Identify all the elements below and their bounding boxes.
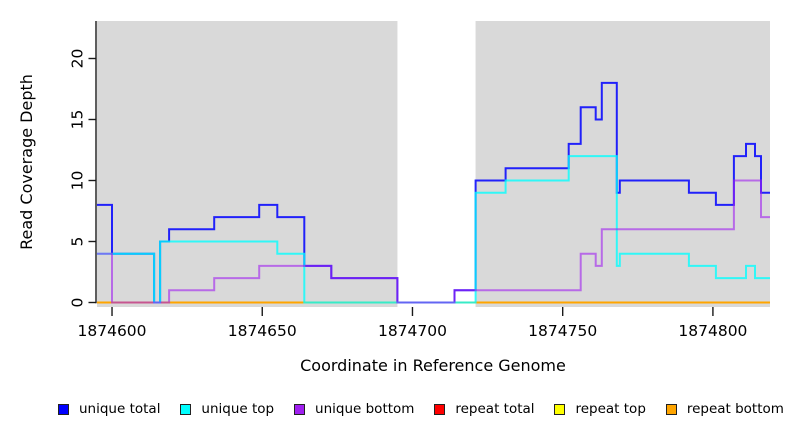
legend-label: unique total [79, 401, 161, 417]
legend-item-repeat-top: repeat top [554, 401, 646, 417]
repeat-total-swatch-icon [434, 403, 446, 415]
series-line-unique-total [97, 81, 770, 304]
legend-item-unique-bottom: unique bottom [294, 401, 414, 417]
plot-background-right [475, 21, 770, 307]
legend-item-unique-total: unique total [58, 401, 160, 417]
legend-label: repeat bottom [686, 401, 784, 417]
legend-label: unique bottom [315, 401, 415, 417]
x-tick-label: 1874800 [678, 322, 747, 340]
legend: unique total unique top unique bottom re… [40, 396, 786, 422]
legend-item-repeat-bottom: repeat bottom [665, 401, 784, 417]
legend-label: repeat total [455, 401, 535, 417]
unique-total-swatch-icon [58, 403, 69, 415]
y-axis-title: Read Coverage Depth [17, 74, 36, 250]
x-tick-label: 1874750 [528, 322, 597, 340]
repeat-top-swatch-icon [554, 403, 566, 415]
x-axis-title: Coordinate in Reference Genome [300, 356, 566, 375]
unique-bottom-swatch-icon [294, 403, 306, 415]
unique-top-swatch-icon [180, 403, 192, 415]
y-tick-label: 15 [69, 110, 87, 130]
legend-item-repeat-total: repeat total [434, 401, 535, 417]
x-tick-label: 1874700 [378, 322, 447, 340]
x-tick-label: 1874600 [78, 322, 147, 340]
y-tick-label: 5 [69, 237, 87, 247]
y-tick-label: 10 [69, 171, 87, 191]
plot-background-left [97, 21, 398, 307]
y-tick-label: 20 [69, 49, 87, 69]
y-tick-label: 0 [69, 298, 87, 308]
legend-label: unique top [201, 401, 275, 417]
legend-label: repeat top [575, 401, 646, 417]
legend-item-unique-top: unique top [180, 401, 274, 417]
series-line-unique-top [97, 155, 770, 304]
repeat-bottom-swatch-icon [665, 403, 677, 415]
series-line-unique-bottom [97, 179, 770, 304]
x-tick-label: 1874650 [228, 322, 297, 340]
